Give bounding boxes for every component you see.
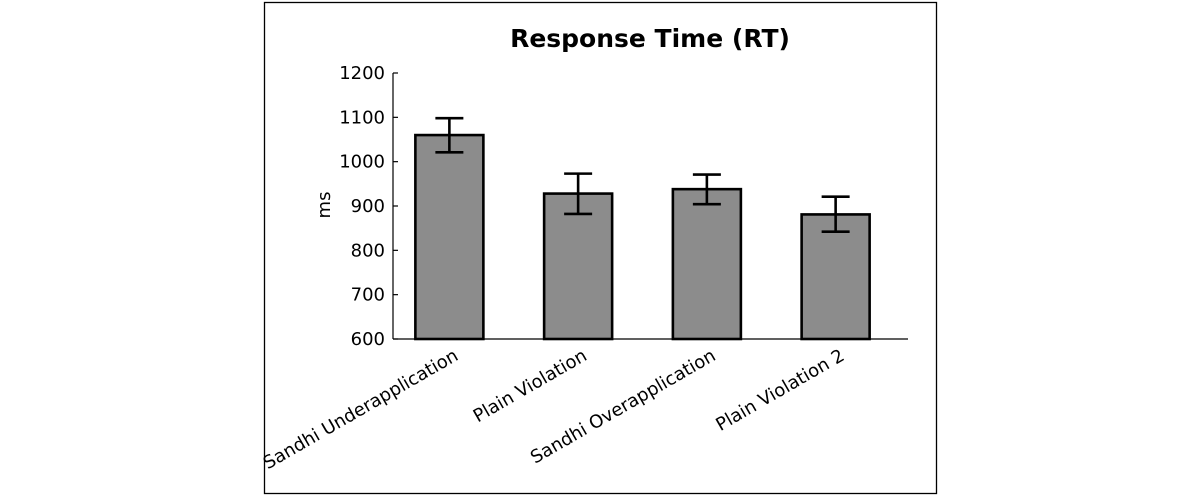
y-tick-label: 900 xyxy=(351,196,385,217)
chart-title: Response Time (RT) xyxy=(510,24,790,53)
bar xyxy=(800,213,871,341)
y-tick-label: 600 xyxy=(351,329,385,350)
y-tick-label: 1100 xyxy=(339,107,385,128)
bars-group xyxy=(414,133,871,341)
y-tick-label: 700 xyxy=(351,285,385,306)
error-bar xyxy=(564,172,593,216)
bar xyxy=(414,133,485,341)
bar xyxy=(542,192,614,341)
y-axis: 600 700 800 900 1000 1100 1200 xyxy=(339,63,398,350)
y-tick-label: 800 xyxy=(351,240,385,261)
bar xyxy=(671,187,743,341)
y-tick-label: 1000 xyxy=(339,152,385,173)
error-bars-group xyxy=(435,116,850,234)
y-axis-label: ms xyxy=(314,192,335,219)
error-bar xyxy=(692,173,721,206)
y-tick-label: 1200 xyxy=(339,63,385,84)
error-bar xyxy=(435,116,464,154)
error-bar xyxy=(821,195,850,234)
